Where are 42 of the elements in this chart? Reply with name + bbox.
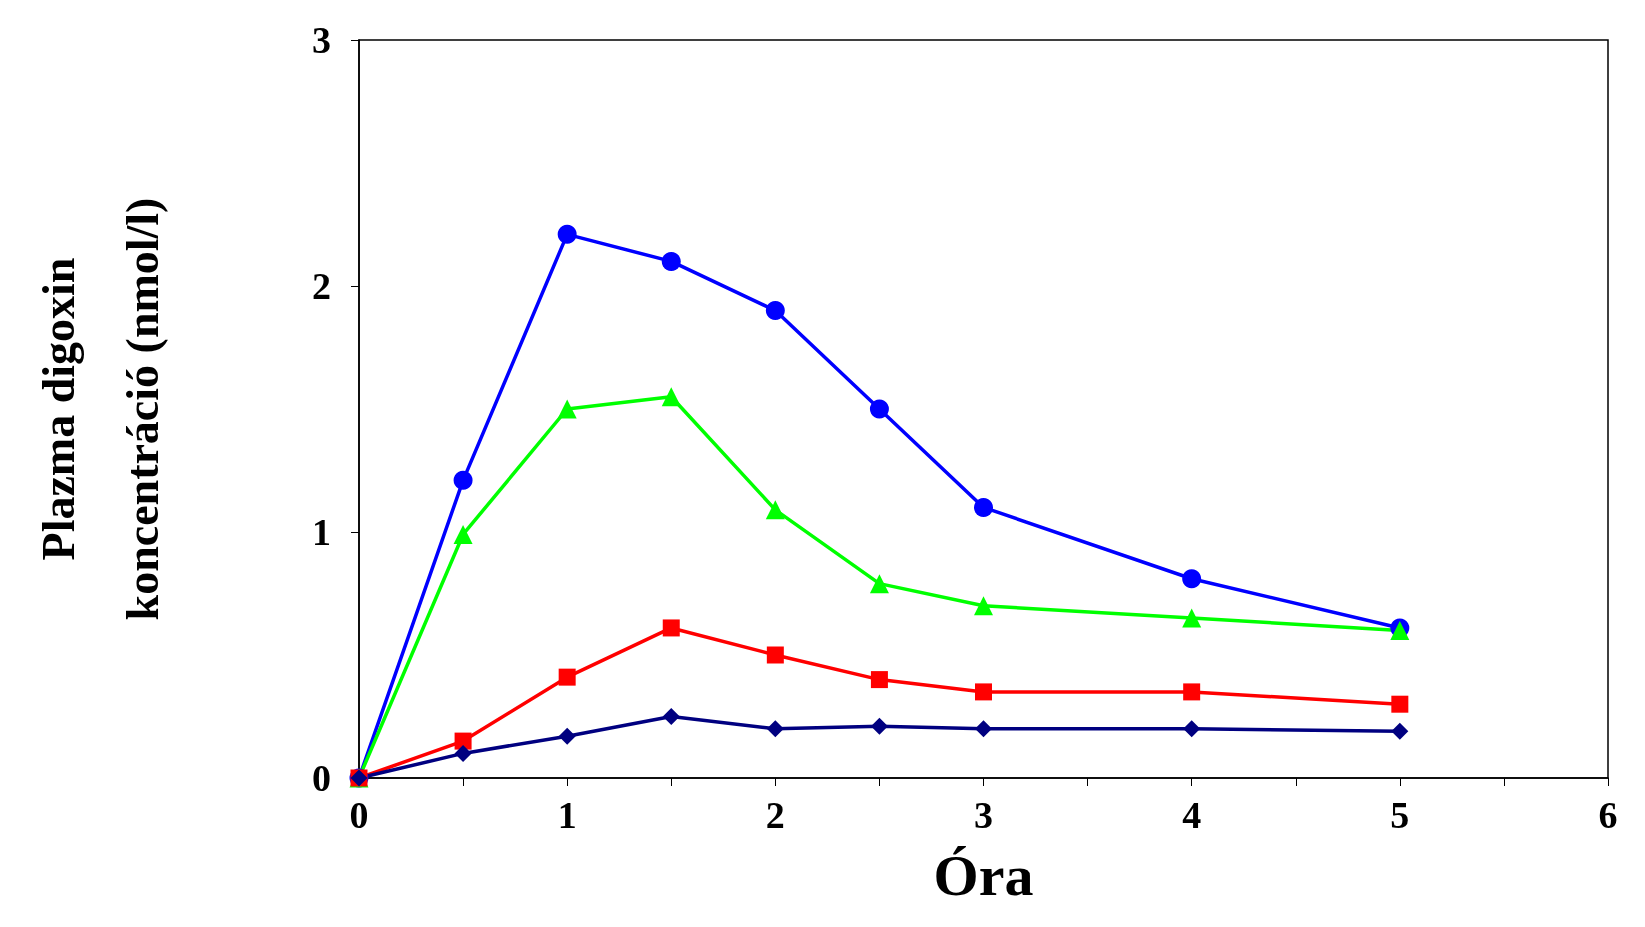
point — [870, 717, 888, 735]
point — [661, 387, 681, 407]
point — [975, 683, 992, 701]
point — [557, 224, 577, 244]
y-tick-label: 0 — [312, 757, 331, 799]
point — [870, 671, 888, 689]
point — [766, 720, 784, 738]
y-tick-label: 3 — [312, 19, 331, 61]
x-tick-label: 4 — [1182, 794, 1202, 836]
point — [558, 727, 576, 745]
point — [1391, 722, 1409, 740]
point — [974, 497, 993, 517]
x-axis-title: Óra — [933, 842, 1034, 908]
point — [765, 500, 785, 520]
point — [662, 708, 680, 725]
x-tick-label: 2 — [765, 794, 785, 836]
x-tick-label: 6 — [1598, 794, 1618, 836]
point — [453, 524, 473, 544]
y-tick-label: 1 — [312, 511, 331, 553]
point — [766, 646, 784, 664]
point — [765, 301, 785, 321]
x-tick-label: 3 — [974, 794, 993, 836]
point — [1391, 695, 1409, 713]
point — [869, 399, 889, 419]
point — [661, 251, 681, 271]
point — [1182, 569, 1202, 589]
point — [1183, 720, 1201, 738]
y-axis-title: Plazma digoxin koncentráció (nmol/l) — [32, 197, 168, 621]
point — [662, 619, 680, 637]
point — [454, 744, 472, 762]
x-tick-label: 5 — [1390, 794, 1410, 836]
y-tick-label: 2 — [312, 265, 331, 307]
point — [557, 399, 577, 419]
x-tick-label: 0 — [349, 794, 369, 836]
point — [453, 470, 473, 490]
point — [558, 668, 576, 686]
point — [975, 720, 992, 738]
point — [974, 596, 993, 616]
point — [1183, 683, 1201, 701]
x-tick-label: 1 — [557, 794, 577, 836]
point — [1182, 608, 1202, 628]
point — [869, 574, 889, 594]
